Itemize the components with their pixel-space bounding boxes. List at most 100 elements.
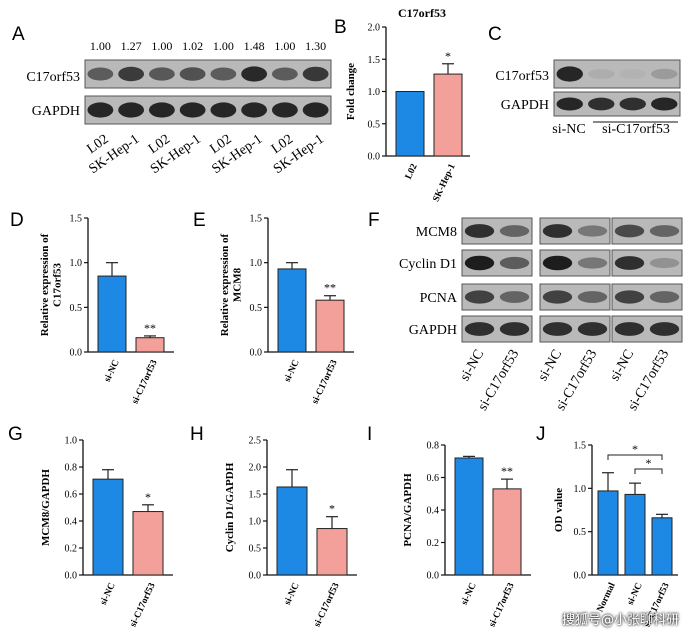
y-tick-label: 0.0 — [70, 348, 83, 359]
y-axis-label: Relative expression ofMCM8 — [219, 233, 244, 336]
y-tick-label: 0.0 — [574, 571, 587, 582]
bar-si-nc — [454, 457, 484, 576]
blot-f-row1-grp0 — [461, 249, 533, 277]
significance-mark: * — [445, 49, 451, 63]
y-tick-label: 1.5 — [574, 441, 587, 452]
y-axis-label: Fold change — [345, 63, 357, 120]
ratio-label-a-3: 1.02 — [182, 39, 203, 53]
panel-b-letter: B — [334, 17, 347, 38]
panel-j-letter: J — [536, 424, 546, 445]
row-label-f-0: MCM8 — [416, 225, 457, 240]
y-tick-label: 0.6 — [427, 473, 440, 484]
row-label-c17orf53-c: C17orf53 — [495, 69, 549, 84]
blot-f-row0-grp2 — [611, 217, 683, 245]
x-tick-label: si-NC — [626, 581, 645, 606]
blot-band — [577, 322, 608, 336]
y-tick-label: 0.8 — [427, 441, 440, 452]
blot-band — [271, 102, 298, 118]
x-tick-label: si-C17orf53 — [488, 581, 517, 628]
blot-band — [614, 322, 645, 336]
bar-si-c17orf53 — [135, 337, 165, 353]
blot-band — [499, 322, 530, 336]
ratio-label-a-7: 1.30 — [305, 39, 326, 53]
blot-band — [577, 291, 608, 303]
chart-i: 0.0 0.2 0.4 0.6 0.8 PCNA/GAPDH si-NC ** si-C17or… — [402, 441, 531, 629]
blot-band — [556, 66, 583, 82]
blot-c-c17orf53 — [553, 59, 681, 89]
blot-f-row0-grp0 — [461, 217, 533, 245]
blot-band — [179, 102, 206, 118]
x-tick-label: si-C17orf53 — [313, 581, 342, 628]
blot-f-row1-grp1 — [539, 249, 611, 277]
x-tick-label: SK-Hep-1 — [431, 162, 457, 203]
blot-f-row0-grp1 — [539, 217, 611, 245]
blot-band — [619, 69, 646, 79]
ratio-label-a-1: 1.27 — [121, 39, 142, 53]
blot-band — [619, 97, 646, 111]
row-label-c17orf53-a: C17orf53 — [26, 70, 80, 85]
blot-band — [118, 102, 145, 118]
watermark-text: 搜狐号@小张聊科研 — [561, 613, 679, 628]
y-tick-label: 1.0 — [368, 87, 381, 98]
blot-band — [577, 225, 608, 237]
blot-band — [464, 224, 495, 238]
y-tick-label: 0.4 — [427, 506, 440, 517]
blot-band — [210, 102, 237, 118]
sig-bracket-normal-vs-sic17orf53 — [607, 454, 663, 460]
y-tick-label: 0.8 — [65, 463, 78, 474]
blot-band — [241, 102, 268, 118]
y-axis-label: MCM8/GAPDH — [40, 469, 52, 546]
blot-f-row1-grp2 — [611, 249, 683, 277]
blot-band — [241, 66, 268, 82]
blot-band — [542, 322, 573, 336]
blot-band — [87, 67, 114, 81]
ratio-label-a-4: 1.00 — [213, 39, 234, 53]
y-tick-label: 0.5 — [368, 119, 381, 130]
y-tick-label: 0.0 — [250, 348, 263, 359]
significance-mark: ** — [324, 281, 336, 295]
blot-band — [614, 290, 645, 304]
blot-band — [118, 66, 145, 82]
blot-band — [302, 66, 329, 82]
bar-si-nc — [276, 486, 308, 576]
bar-l02 — [395, 91, 425, 157]
significance-mark: ** — [144, 321, 156, 335]
blot-a-gapdh — [84, 95, 332, 125]
panel-i-letter: I — [367, 424, 372, 445]
y-tick-label: 1.0 — [70, 258, 83, 269]
blot-band — [464, 255, 495, 271]
y-tick-label: 2.0 — [368, 23, 381, 34]
blot-f-row2-grp2 — [611, 283, 683, 311]
row-label-f-2: PCNA — [420, 291, 458, 306]
blot-band — [464, 290, 495, 304]
blot-band — [556, 97, 583, 111]
blot-a-c17orf53 — [84, 59, 332, 89]
blot-band — [271, 67, 298, 81]
chart-h: 0.0 0.5 1.0 1.5 2.0 2.5 Cyclin D1/GAPDH si-NC * s… — [224, 436, 357, 629]
lane-label-c-0: si-NC — [552, 122, 585, 137]
y-tick-label: 0.5 — [250, 303, 263, 314]
y-tick-label: 0.4 — [65, 517, 78, 528]
row-label-gapdh-c: GAPDH — [501, 98, 549, 113]
y-tick-label: 0.0 — [368, 152, 381, 163]
y-tick-label: 1.0 — [574, 484, 587, 495]
blot-band — [302, 102, 329, 118]
row-label-f-3: GAPDH — [409, 323, 457, 338]
y-tick-label: 0.2 — [65, 544, 78, 555]
x-tick-label: si-C17orf53 — [131, 358, 160, 405]
y-tick-label: 0.0 — [427, 571, 440, 582]
row-label-f-1: Cyclin D1 — [399, 257, 457, 272]
y-tick-label: 1.0 — [249, 517, 262, 528]
y-tick-label: 1.5 — [249, 490, 262, 501]
blot-band — [577, 257, 608, 269]
y-tick-label: 2.5 — [249, 436, 262, 447]
lane-label-f-2: si-NC — [536, 347, 566, 383]
significance-mark: ** — [501, 464, 513, 478]
ratio-label-a-2: 1.00 — [151, 39, 172, 53]
blot-band — [148, 102, 175, 118]
blot-band — [464, 322, 495, 336]
blot-f-row3-grp1 — [539, 315, 611, 343]
lane-label-c-1: si-C17orf53 — [602, 122, 670, 137]
blot-band — [649, 291, 680, 303]
panel-d-letter: D — [10, 210, 24, 231]
